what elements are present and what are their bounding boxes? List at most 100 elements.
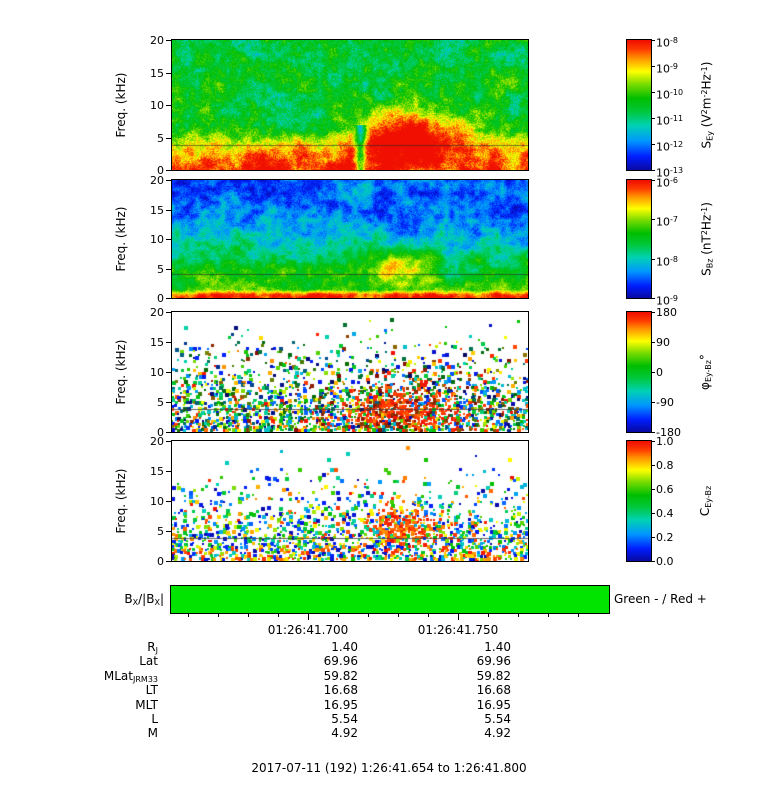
y-tick-label: 10 xyxy=(150,99,164,112)
y-tick-label: 15 xyxy=(150,465,164,478)
y-tick-mark xyxy=(166,180,171,181)
time-minor-tick-mark xyxy=(368,614,369,617)
colorbar-tick-mark xyxy=(651,441,655,442)
colorbar-tick-label: 0.6 xyxy=(656,483,674,496)
time-minor-tick-mark xyxy=(548,614,549,617)
colorbar-tick-label: -90 xyxy=(656,396,674,409)
y-tick-label: 5 xyxy=(157,396,164,409)
colorbar-tick-mark xyxy=(651,342,655,343)
y-tick-mark xyxy=(166,40,171,41)
colorbar-tick-label: 0.4 xyxy=(656,507,674,520)
ephemeris-value: 59.82 xyxy=(323,668,358,683)
y-tick-mark xyxy=(166,471,171,472)
y-tick-mark xyxy=(166,137,171,139)
colorbar-tick-mark xyxy=(651,402,655,403)
bx-bar-axis-label: BX/|BX| xyxy=(124,592,164,607)
y-tick-label: 0 xyxy=(157,164,164,177)
time-minor-tick-mark xyxy=(398,614,399,617)
colorbar-tick-mark xyxy=(651,465,655,466)
y-tick-label: 20 xyxy=(150,306,164,319)
colorbar-tick-label: 10-10 xyxy=(656,88,684,102)
colorbar-tick-mark xyxy=(651,513,655,514)
y-tick-label: 0 xyxy=(157,292,164,305)
ephemeris-row-label: L xyxy=(151,712,158,726)
colorbar-tick-label: 10-8 xyxy=(656,36,678,50)
colorbar-tick-mark xyxy=(651,432,655,433)
y-tick-mark xyxy=(166,372,171,373)
bx-sign-bar xyxy=(170,585,610,614)
time-tick-label: 01:26:41.750 xyxy=(417,623,499,637)
y-tick-mark xyxy=(166,561,171,562)
y-tick-label: 10 xyxy=(150,366,164,379)
colorbar-c-ey-bz xyxy=(626,440,652,562)
colorbar-tick-label: 180 xyxy=(656,306,677,319)
colorbar-tick-mark xyxy=(651,92,655,93)
y-axis-label-phi-ey-bz: Freq. (kHz) xyxy=(114,339,128,405)
colorbar-tick-label: 10-9 xyxy=(656,62,678,76)
y-tick-label: 5 xyxy=(157,131,164,145)
colorbar-tick-mark xyxy=(651,118,655,119)
colorbar-axis-label-phi-ey-bz: φEy-Bz° xyxy=(698,354,713,390)
colorbar-tick-label: 90 xyxy=(656,336,670,349)
colorbar-tick-mark xyxy=(651,144,655,145)
y-tick-label: 0 xyxy=(157,555,164,568)
y-tick-label: 15 xyxy=(150,336,164,349)
colorbar-tick-label: 10-12 xyxy=(656,140,684,154)
spectrogram-canvas-c-ey-bz xyxy=(172,441,528,561)
ephemeris-value: 4.92 xyxy=(331,726,358,741)
ephemeris-row-label: M xyxy=(147,726,158,741)
ephemeris-row-label: RJ xyxy=(147,640,158,655)
y-tick-mark xyxy=(166,239,171,240)
y-tick-label: 20 xyxy=(150,174,164,187)
ephemeris-value: 16.95 xyxy=(476,697,511,712)
ephemeris-value: 16.95 xyxy=(323,697,358,712)
y-tick-label: 10 xyxy=(150,233,164,246)
colorbar-tick-label: -180 xyxy=(656,426,681,439)
ephemeris-row-label: MLatJRM33 xyxy=(103,668,158,684)
y-tick-mark xyxy=(166,170,171,171)
ephemeris-value: 69.96 xyxy=(476,654,511,669)
colorbar-tick-label: 10-11 xyxy=(656,114,684,128)
y-axis-label-s-ey: Freq. (kHz) xyxy=(114,72,128,138)
y-tick-mark xyxy=(166,501,171,502)
time-minor-tick-mark xyxy=(428,614,429,617)
y-tick-mark xyxy=(166,432,171,433)
colorbar-tick-mark xyxy=(651,170,655,171)
time-minor-tick-mark xyxy=(518,614,519,617)
ephemeris-value: 1.40 xyxy=(484,640,511,654)
bx-bar-legend: Green - / Red + xyxy=(614,592,707,606)
colorbar-s-ey xyxy=(626,39,652,171)
colorbar-gradient-s-bz xyxy=(627,180,651,298)
colorbar-gradient-c-ey-bz xyxy=(627,441,651,561)
colorbar-phi-ey-bz xyxy=(626,311,652,433)
colorbar-tick-label: 10-9 xyxy=(656,294,678,308)
spectrogram-canvas-phi-ey-bz xyxy=(172,312,528,432)
y-tick-mark xyxy=(166,209,171,211)
colorbar-tick-mark xyxy=(651,258,655,260)
spectrogram-canvas-s-bz xyxy=(172,180,528,298)
ephemeris-value: 16.68 xyxy=(323,683,358,698)
colorbar-tick-mark xyxy=(651,219,655,221)
colorbar-tick-label: 0 xyxy=(656,366,663,379)
colorbar-tick-mark xyxy=(651,180,655,181)
ephemeris-value: 5.54 xyxy=(331,712,358,726)
time-tick-mark xyxy=(458,614,459,620)
time-minor-tick-mark xyxy=(578,614,579,617)
colorbar-tick-mark xyxy=(651,372,655,373)
colorbar-axis-label-c-ey-bz: CEy-Bz xyxy=(698,485,713,517)
time-minor-tick-mark xyxy=(488,614,489,617)
y-axis-label-s-bz: Freq. (kHz) xyxy=(114,206,128,272)
colorbar-tick-label: 10-13 xyxy=(656,166,684,180)
y-tick-mark xyxy=(166,298,171,299)
y-tick-mark xyxy=(166,268,171,270)
time-tick-label: 01:26:41.700 xyxy=(267,623,349,637)
colorbar-tick-label: 0.2 xyxy=(656,531,674,544)
colorbar-tick-label: 0.8 xyxy=(656,459,674,472)
y-tick-label: 0 xyxy=(157,426,164,439)
ephemeris-value: 69.96 xyxy=(323,654,358,669)
time-minor-tick-mark xyxy=(338,614,339,617)
colorbar-tick-mark xyxy=(651,298,655,299)
ephemeris-row-label: MLT xyxy=(135,697,158,712)
y-tick-label: 10 xyxy=(150,495,164,508)
